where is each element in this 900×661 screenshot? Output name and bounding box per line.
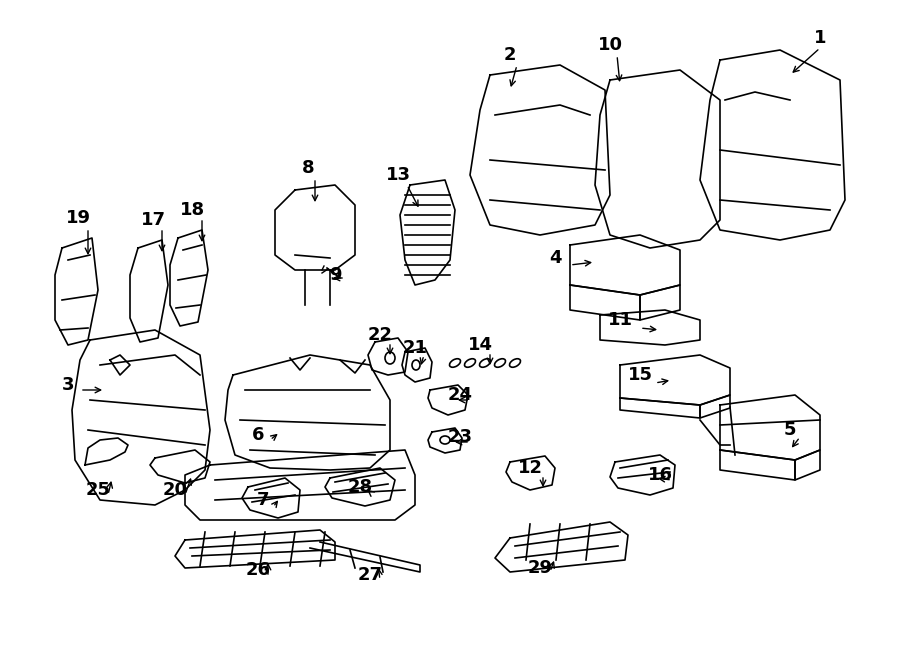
Text: 16: 16	[647, 466, 672, 484]
Text: 17: 17	[140, 211, 166, 229]
Text: 28: 28	[347, 478, 373, 496]
Text: 27: 27	[357, 566, 382, 584]
Text: 23: 23	[447, 428, 473, 446]
Text: 13: 13	[385, 166, 410, 184]
Text: 9: 9	[328, 266, 341, 284]
Text: 26: 26	[246, 561, 271, 579]
Text: 8: 8	[302, 159, 314, 177]
Text: 14: 14	[467, 336, 492, 354]
Text: 1: 1	[814, 29, 826, 47]
Text: 7: 7	[256, 491, 269, 509]
Text: 19: 19	[66, 209, 91, 227]
Text: 5: 5	[784, 421, 796, 439]
Text: 12: 12	[518, 459, 543, 477]
Text: 15: 15	[627, 366, 652, 384]
Text: 11: 11	[608, 311, 633, 329]
Text: 2: 2	[504, 46, 517, 64]
Text: 20: 20	[163, 481, 187, 499]
Text: 21: 21	[402, 339, 428, 357]
Text: 25: 25	[86, 481, 111, 499]
Text: 6: 6	[252, 426, 265, 444]
Text: 29: 29	[527, 559, 553, 577]
Text: 22: 22	[367, 326, 392, 344]
Text: 18: 18	[180, 201, 205, 219]
Text: 4: 4	[549, 249, 562, 267]
Text: 24: 24	[447, 386, 473, 404]
Text: 10: 10	[598, 36, 623, 54]
Text: 3: 3	[62, 376, 74, 394]
